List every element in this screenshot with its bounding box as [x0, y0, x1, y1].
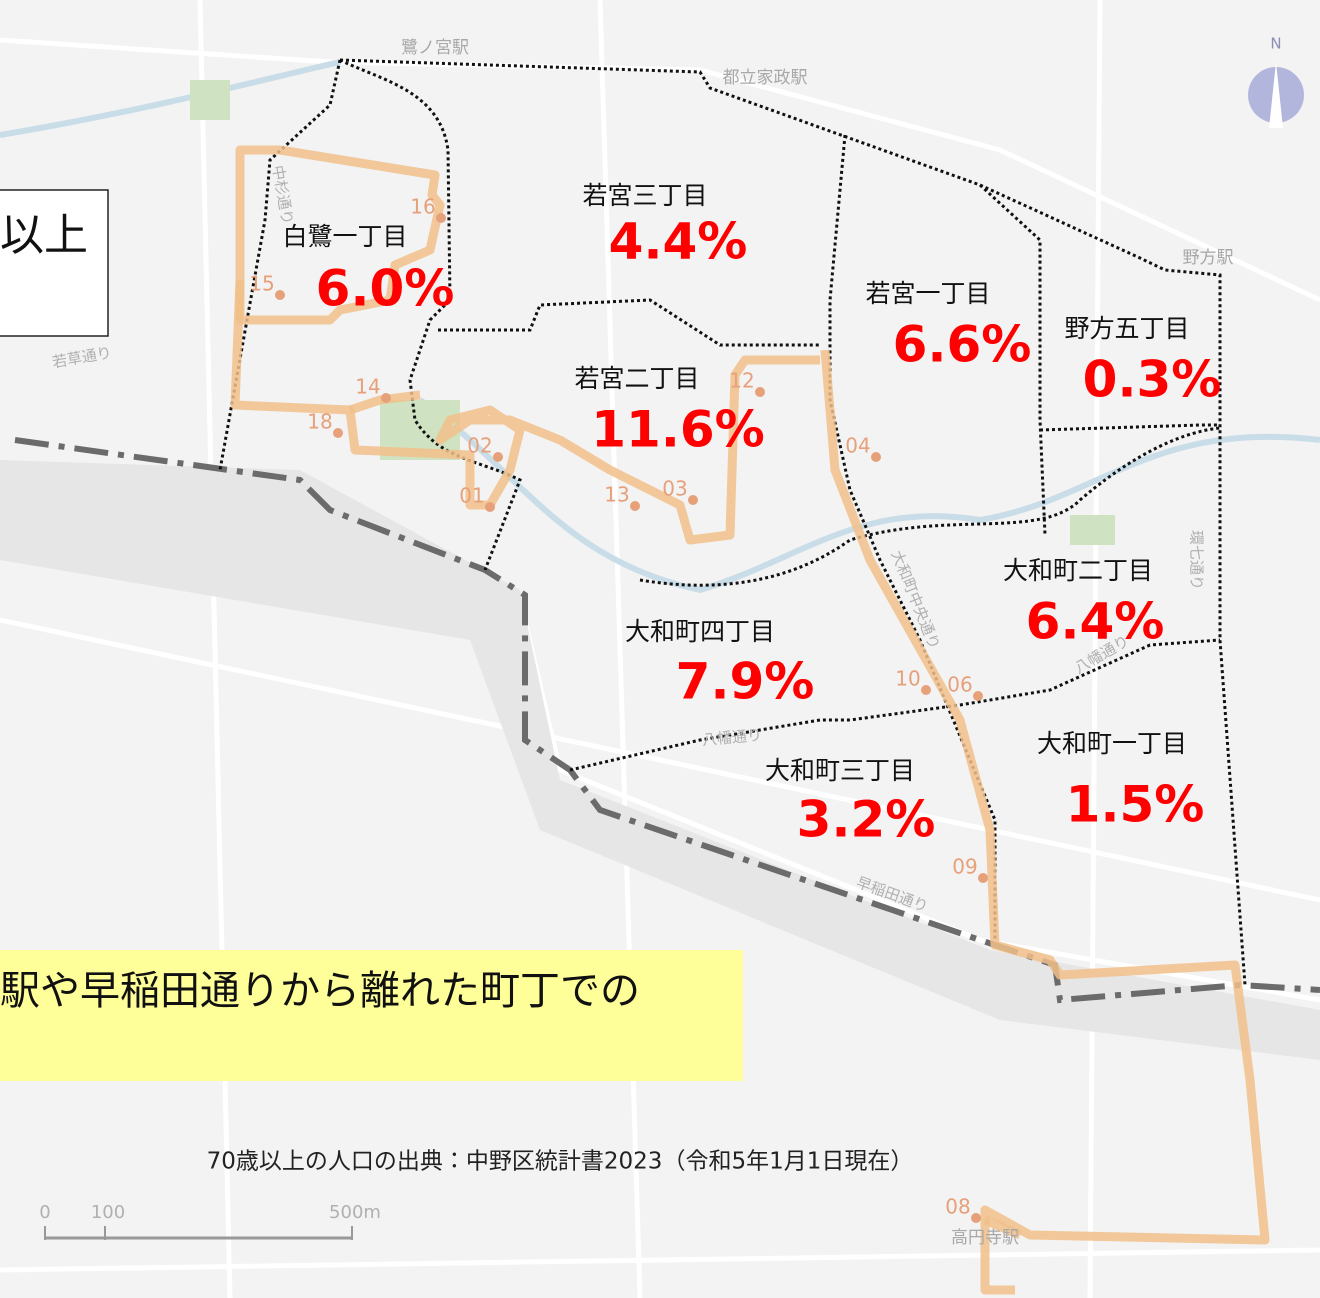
stop-number: 06 — [947, 673, 972, 697]
stop-marker — [630, 501, 640, 511]
stop-number: 02 — [467, 434, 492, 458]
stop-marker — [973, 691, 983, 701]
district-rate: 6.0% — [316, 260, 455, 318]
stop-marker — [436, 213, 446, 223]
scale-label: 100 — [91, 1202, 125, 1223]
district-rate: 6.6% — [893, 316, 1032, 374]
stop-number: 15 — [249, 272, 274, 296]
district-name: 大和町一丁目 — [1037, 729, 1187, 758]
station-label: 高円寺駅 — [951, 1228, 1019, 1248]
stop-marker — [755, 387, 765, 397]
callout-text: 以上 — [0, 210, 88, 261]
scale-label: 0 — [39, 1202, 50, 1223]
district-name: 大和町二丁目 — [1003, 556, 1153, 585]
stop-number: 14 — [355, 375, 380, 399]
district-name: 若宮一丁目 — [865, 279, 990, 308]
district-rate: 6.4% — [1026, 593, 1165, 651]
scale-label: 500m — [329, 1202, 381, 1223]
source-note: 70歳以上の人口の出典：中野区統計書2023（令和5年1月1日現在） — [207, 1149, 914, 1175]
district-rate: 4.4% — [609, 213, 748, 271]
station-label: 都立家政駅 — [723, 68, 808, 88]
callout-box — [0, 950, 743, 1081]
stop-number: 13 — [604, 483, 629, 507]
station-label: 鷺ノ宮駅 — [401, 38, 469, 58]
stop-number: 12 — [729, 369, 754, 393]
district-rate: 7.9% — [676, 653, 815, 711]
stop-marker — [485, 502, 495, 512]
road-label: 環七通り — [1188, 530, 1206, 590]
district-name: 白鷺一丁目 — [282, 222, 407, 251]
stop-number: 04 — [845, 434, 870, 458]
district-rate: 11.6% — [591, 401, 764, 459]
district-name: 大和町三丁目 — [765, 756, 915, 785]
stop-number: 08 — [945, 1195, 970, 1219]
district-rate: 1.5% — [1066, 776, 1205, 834]
bus-route — [230, 145, 1270, 1295]
stop-marker — [333, 428, 343, 438]
stop-number: 03 — [662, 477, 687, 501]
district-rate: 3.2% — [797, 791, 936, 849]
road-label: 八幡通り — [701, 726, 762, 749]
north-label: N — [1270, 35, 1281, 53]
district-name: 若宮三丁目 — [582, 181, 707, 210]
district-name: 大和町四丁目 — [625, 617, 775, 646]
stop-number: 10 — [895, 667, 920, 691]
callout-box — [0, 189, 109, 337]
stop-number: 18 — [307, 410, 332, 434]
stop-marker — [688, 495, 698, 505]
stop-marker — [978, 873, 988, 883]
stop-number: 16 — [410, 195, 435, 219]
stop-marker — [381, 393, 391, 403]
labels: 白鷺一丁目 6.0% 若宮三丁目 4.4% 若宮一丁目 6.6% 野方五丁目 0.3% 若宮二丁… — [51, 38, 1234, 1248]
stop-marker — [871, 452, 881, 462]
stop-marker — [275, 290, 285, 300]
north-arrow: N — [1248, 35, 1304, 128]
stop-marker — [971, 1213, 981, 1223]
stop-marker — [921, 685, 931, 695]
district-name: 若宮二丁目 — [574, 364, 699, 393]
station-label: 野方駅 — [1183, 248, 1234, 268]
scale-bar: 0 100 500m — [39, 1202, 381, 1240]
district-rate: 0.3% — [1083, 351, 1222, 409]
stop-marker — [493, 452, 503, 462]
stop-number: 09 — [952, 855, 977, 879]
stop-number: 01 — [459, 484, 484, 508]
district-name: 野方五丁目 — [1064, 314, 1189, 343]
callout-text: 駅や早稲田通りから離れた町丁での — [0, 968, 640, 1014]
